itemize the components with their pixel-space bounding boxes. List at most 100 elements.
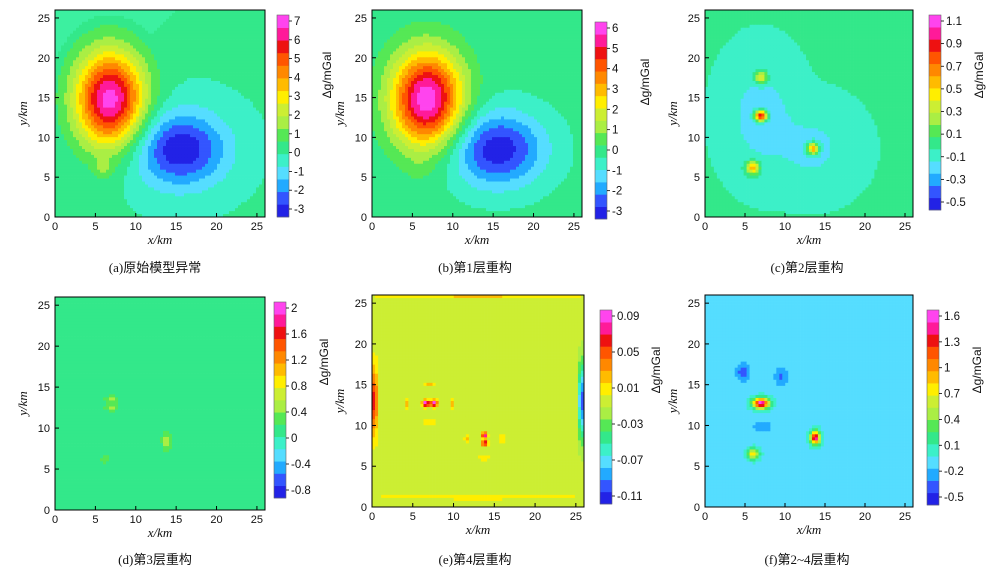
heatmap-cell: [109, 143, 113, 147]
heatmap-cell: [247, 113, 251, 117]
heatmap-cell: [178, 190, 182, 194]
heatmap-cell: [109, 190, 113, 194]
heatmap-cell: [115, 27, 119, 32]
heatmap-cell: [97, 163, 101, 168]
heatmap-cell: [166, 122, 170, 126]
heatmap-cell: [169, 104, 173, 108]
heatmap-cell: [154, 196, 158, 200]
heatmap-cell: [145, 66, 149, 70]
heatmap-cell: [55, 190, 59, 194]
heatmap-cell: [229, 24, 233, 29]
heatmap-cell: [262, 98, 266, 103]
heatmap-cell: [205, 45, 209, 49]
heatmap-cell: [256, 128, 260, 132]
heatmap-cell: [253, 27, 257, 32]
heatmap-cell: [190, 92, 194, 97]
heatmap-cell: [64, 122, 68, 126]
heatmap-cell: [118, 157, 122, 162]
heatmap-cell: [163, 196, 167, 200]
heatmap-cell: [202, 172, 206, 176]
heatmap-cell: [187, 45, 191, 49]
heatmap-cell: [109, 148, 113, 153]
heatmap-cell: [79, 160, 83, 165]
heatmap-cell: [262, 116, 266, 120]
heatmap-cell: [187, 95, 191, 100]
heatmap-cell: [163, 21, 167, 26]
heatmap-cell: [256, 92, 260, 97]
heatmap-cell: [175, 33, 179, 37]
heatmap-cell: [250, 125, 254, 129]
heatmap-cell: [175, 69, 179, 73]
heatmap-cell: [139, 110, 143, 114]
heatmap-cell: [187, 98, 191, 103]
heatmap-cell: [238, 137, 242, 141]
heatmap-cell: [145, 54, 149, 58]
heatmap-cell: [181, 78, 185, 82]
heatmap-cell: [160, 63, 164, 67]
heatmap-cell: [73, 157, 77, 162]
heatmap-cell: [256, 75, 260, 79]
heatmap-cell: [151, 190, 155, 194]
heatmap-cell: [109, 10, 113, 14]
heatmap-cell: [124, 27, 128, 32]
heatmap-cell: [199, 15, 203, 20]
heatmap-cell: [187, 27, 191, 32]
heatmap-cell: [163, 163, 167, 168]
heatmap-cell: [166, 137, 170, 141]
heatmap-cell: [214, 57, 218, 61]
heatmap-cell: [166, 66, 170, 70]
heatmap-cell: [205, 24, 209, 29]
heatmap-cell: [193, 143, 197, 147]
heatmap-cell: [118, 184, 122, 188]
heatmap-cell: [103, 95, 107, 100]
heatmap-cell: [199, 21, 203, 26]
heatmap-cell: [229, 75, 233, 79]
heatmap-cell: [160, 18, 164, 23]
heatmap-cell: [82, 143, 86, 147]
heatmap-cell: [100, 178, 104, 182]
heatmap-cell: [61, 193, 65, 197]
heatmap-cell: [127, 83, 131, 88]
heatmap-cell: [193, 107, 197, 111]
heatmap-cell: [121, 24, 125, 29]
heatmap-cell: [130, 172, 134, 176]
heatmap-cell: [187, 119, 191, 123]
heatmap-cell: [226, 151, 230, 156]
heatmap-cell: [178, 48, 182, 52]
heatmap-cell: [193, 122, 197, 126]
heatmap-cell: [190, 146, 194, 150]
heatmap-cell: [103, 75, 107, 79]
heatmap-cell: [109, 154, 113, 159]
heatmap-cell: [109, 175, 113, 179]
heatmap-cell: [88, 60, 92, 64]
heatmap-cell: [163, 175, 167, 179]
heatmap-cell: [184, 175, 188, 179]
heatmap-cell: [76, 175, 80, 179]
heatmap-cell: [202, 69, 206, 73]
heatmap-cell: [166, 154, 170, 159]
heatmap-cell: [232, 92, 236, 97]
heatmap-cell: [76, 57, 80, 61]
heatmap-cell: [259, 184, 263, 188]
heatmap-cell: [208, 63, 212, 67]
heatmap-cell: [115, 119, 119, 123]
heatmap-cell: [193, 202, 197, 206]
heatmap-cell: [187, 57, 191, 61]
heatmap-cell: [190, 98, 194, 103]
heatmap-cell: [178, 72, 182, 76]
heatmap-cell: [127, 154, 131, 159]
heatmap-cell: [226, 42, 230, 46]
heatmap-cell: [64, 51, 68, 55]
heatmap-cell: [184, 172, 188, 176]
heatmap-cell: [169, 187, 173, 191]
heatmap-cell: [244, 190, 248, 194]
heatmap-cell: [217, 98, 221, 103]
heatmap-cell: [214, 21, 218, 26]
heatmap-cell: [160, 80, 164, 85]
heatmap-cell: [184, 54, 188, 58]
heatmap-cell: [85, 107, 89, 111]
heatmap-cell: [85, 128, 89, 132]
heatmap-cell: [139, 146, 143, 150]
heatmap-cell: [241, 104, 245, 108]
heatmap-cell: [100, 169, 104, 173]
